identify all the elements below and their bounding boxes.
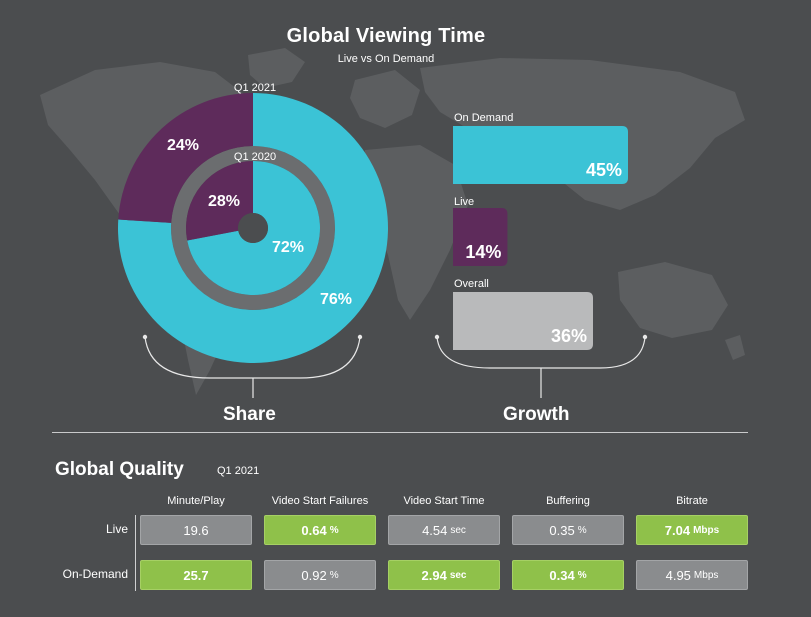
quality-title: Global Quality xyxy=(55,459,184,480)
column-header: Video Start Failures xyxy=(271,495,369,507)
cell-unit: % xyxy=(329,524,339,536)
table-cell: 25.7 xyxy=(140,560,252,590)
donut-center-hole xyxy=(238,213,268,243)
growth-category-overall: Overall xyxy=(454,278,489,290)
cell-value: 2.94 xyxy=(421,567,447,583)
growth-category-on-demand: On Demand xyxy=(454,112,513,124)
inner-label-on-demand: 72% xyxy=(272,239,304,256)
cell-value: 0.64 xyxy=(301,522,327,538)
row-header: Live xyxy=(105,522,128,536)
table-cell: 0.64% xyxy=(264,515,376,545)
growth-bracket xyxy=(436,336,646,369)
cell-unit: sec xyxy=(450,524,466,536)
cell-value: 0.92 xyxy=(301,567,327,583)
cell-value: 0.35 xyxy=(549,522,575,538)
cell-value: 7.04 xyxy=(664,522,691,538)
share-bracket-dot-left xyxy=(142,334,148,340)
growth-value-on-demand: 45% xyxy=(586,160,622,180)
page-title: Global Viewing Time xyxy=(286,25,486,47)
growth-category-live: Live xyxy=(454,196,474,208)
cell-value: 4.95 xyxy=(665,567,691,583)
share-donut-chart: Q1 2021 24% 76% Q1 2020 28% 72% xyxy=(117,82,648,398)
growth-value-overall: 36% xyxy=(551,326,587,346)
column-header: Video Start Time xyxy=(403,495,485,507)
outer-label-on-demand: 76% xyxy=(320,291,352,308)
table-row-divider xyxy=(135,515,136,591)
growth-bar-chart: On Demand 45% Live 14% Overall 36% xyxy=(453,112,628,350)
inner-label-live: 28% xyxy=(208,193,240,210)
cell-value: 4.54 xyxy=(422,522,448,538)
inner-donut-title: Q1 2020 xyxy=(234,151,276,163)
outer-slice-live xyxy=(118,93,253,223)
growth-label: Growth xyxy=(503,404,570,425)
column-header: Minute/Play xyxy=(167,495,225,507)
share-label: Share xyxy=(223,404,276,425)
table-cell: 19.6 xyxy=(140,515,252,545)
cell-unit: sec xyxy=(449,569,467,581)
growth-bracket-dot-left xyxy=(434,334,440,340)
growth-bar-live xyxy=(453,208,508,266)
table-cell: 2.94 sec xyxy=(388,560,500,590)
table-cell: 4.95 Mbps xyxy=(636,560,748,590)
inner-slice-on-demand xyxy=(187,161,320,295)
cell-value: 25.7 xyxy=(183,567,209,583)
outer-label-live: 24% xyxy=(167,137,199,154)
cell-value: 19.6 xyxy=(183,522,209,538)
outer-slice-on-demand xyxy=(117,93,388,363)
share-bracket xyxy=(144,336,361,379)
table-cell: 7.04 Mbps xyxy=(636,515,748,545)
growth-bracket-dot-right xyxy=(642,334,648,340)
row-header: On-Demand xyxy=(62,567,128,581)
growth-bar-overall xyxy=(453,292,593,350)
share-bracket-dot-right xyxy=(357,334,363,340)
cell-unit: Mbps xyxy=(693,569,719,581)
cell-unit: % xyxy=(577,569,587,581)
table-cell: 0.92% xyxy=(264,560,376,590)
column-header: Bitrate xyxy=(676,495,708,507)
table-cell: 0.35% xyxy=(512,515,624,545)
section-divider xyxy=(52,432,748,433)
cell-unit: % xyxy=(577,524,587,536)
quality-period: Q1 2021 xyxy=(217,465,260,477)
outer-donut-title: Q1 2021 xyxy=(234,82,276,94)
cell-unit: % xyxy=(329,569,339,581)
table-cell: 0.34% xyxy=(512,560,624,590)
growth-value-live: 14% xyxy=(465,242,501,262)
table-cell: 4.54 sec xyxy=(388,515,500,545)
donut-separator-ring xyxy=(171,146,335,310)
page-subtitle: Live vs On Demand xyxy=(337,53,435,65)
cell-unit: Mbps xyxy=(693,524,720,536)
column-header: Buffering xyxy=(546,495,590,507)
cell-value: 0.34 xyxy=(549,567,575,583)
growth-bar-on-demand xyxy=(453,126,628,184)
inner-slice-live xyxy=(185,161,253,241)
